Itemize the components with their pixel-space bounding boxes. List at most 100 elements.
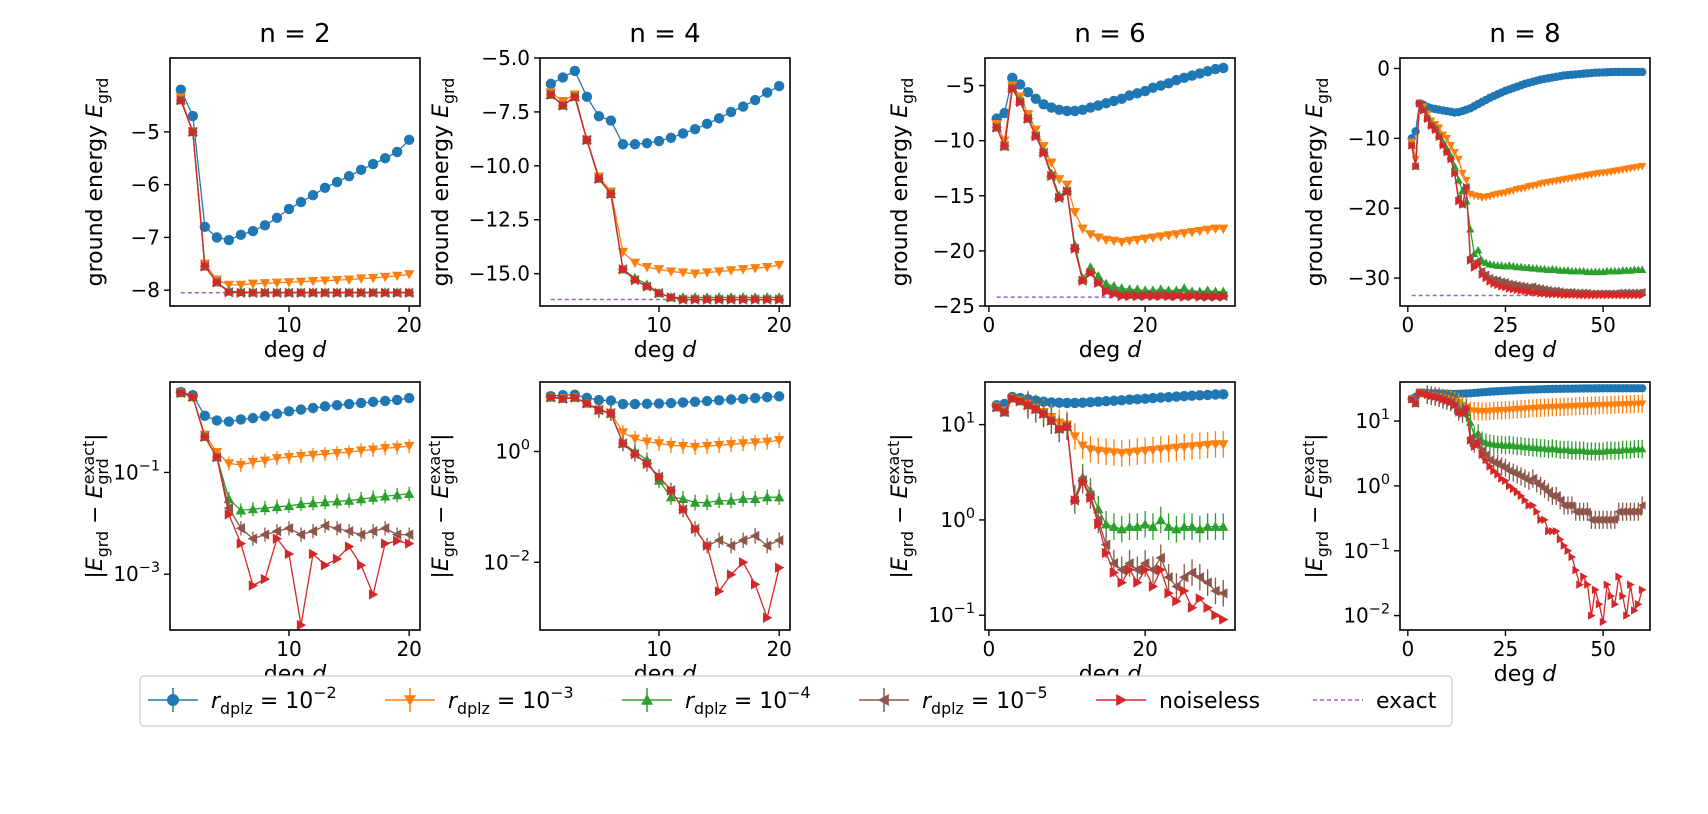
- x-axis-label: deg d: [1494, 662, 1557, 687]
- data-point: [1622, 507, 1630, 516]
- y-tick-label: −10.0: [469, 154, 530, 178]
- panel-n6-energy: 0 20 −25 −20 −15 −10 −5 deg d ground energy Egrd…: [888, 19, 1236, 363]
- data-point: [1116, 564, 1126, 575]
- data-point: [199, 410, 211, 421]
- data-point: [749, 392, 761, 404]
- data-point: [1610, 515, 1619, 525]
- data-point: [1046, 158, 1057, 168]
- data-point: [1093, 100, 1104, 111]
- data-point: [271, 408, 283, 420]
- data-point: [1607, 591, 1616, 601]
- data-point: [1116, 523, 1127, 534]
- data-point: [356, 560, 367, 571]
- data-point: [1085, 445, 1096, 455]
- data-point: [235, 280, 247, 291]
- data-point: [1015, 96, 1026, 108]
- data-point: [1179, 521, 1190, 531]
- data-point: [1179, 572, 1189, 583]
- data-point: [630, 274, 641, 286]
- data-point: [1533, 288, 1541, 297]
- data-point: [295, 196, 307, 208]
- data-point: [1595, 290, 1604, 300]
- data-point: [223, 459, 235, 469]
- data-point: [295, 498, 307, 509]
- data-point: [393, 287, 403, 299]
- data-point: [1055, 423, 1065, 435]
- data-point: [259, 279, 271, 289]
- data-point: [1463, 404, 1471, 413]
- data-point: [296, 619, 307, 630]
- data-point: [773, 535, 784, 546]
- data-point: [1108, 521, 1120, 531]
- data-point: [1588, 290, 1596, 300]
- data-point: [1443, 148, 1452, 157]
- data-point: [1506, 481, 1514, 491]
- data-point: [737, 439, 749, 449]
- data-point: [702, 540, 713, 551]
- data-point: [665, 267, 677, 277]
- data-point: [1023, 113, 1034, 124]
- data-point: [1603, 290, 1612, 300]
- data-point: [1202, 389, 1213, 401]
- axes-frame: [169, 381, 421, 631]
- series-r1e-3: [545, 392, 785, 455]
- data-point: [1591, 515, 1599, 525]
- plot-area: [545, 65, 785, 305]
- data-point: [1132, 88, 1143, 99]
- x-tick-label: 10: [646, 637, 671, 661]
- legend: rdplz = 10−2 rdplz = 10−3 rdplz = 10−4 rdpl…: [139, 675, 1453, 727]
- data-point: [749, 438, 761, 448]
- y-tick-label: 100: [1355, 472, 1390, 498]
- series-line-noiseless: [550, 396, 780, 620]
- data-point: [749, 264, 761, 274]
- series-r1e-3: [991, 81, 1229, 248]
- data-point: [271, 526, 282, 537]
- data-point: [1423, 114, 1432, 123]
- y-tick-label: −6: [131, 173, 160, 197]
- data-point: [331, 496, 343, 506]
- data-point: [1124, 394, 1135, 405]
- axes-frame: [1399, 381, 1651, 631]
- data-point: [1078, 275, 1088, 286]
- data-point: [1560, 541, 1569, 550]
- y-tick-label: −5: [946, 74, 975, 98]
- data-point: [1533, 507, 1541, 516]
- data-point: [1545, 527, 1553, 536]
- data-point: [1139, 558, 1150, 569]
- data-point: [1100, 396, 1112, 407]
- data-point: [999, 107, 1010, 119]
- data-point: [1094, 277, 1104, 289]
- series-r1e-4: [545, 392, 785, 511]
- data-point: [391, 529, 402, 540]
- data-point: [545, 78, 557, 90]
- data-point: [654, 471, 665, 482]
- data-point: [356, 287, 367, 299]
- data-point: [379, 395, 391, 407]
- data-point: [629, 398, 641, 410]
- data-point: [1599, 290, 1608, 300]
- data-point: [1163, 391, 1174, 403]
- data-point: [1124, 90, 1135, 101]
- y-tick-label: −12.5: [469, 208, 530, 232]
- data-point: [1211, 610, 1221, 621]
- data-point: [283, 452, 295, 463]
- data-point: [259, 529, 270, 540]
- data-point: [1412, 162, 1420, 171]
- data-point: [1008, 83, 1018, 95]
- y-axis-label: ground energy Egrd: [429, 78, 458, 287]
- data-point: [1093, 271, 1104, 281]
- data-point: [1634, 599, 1643, 609]
- series-r1e-2: [545, 65, 785, 150]
- data-point: [1219, 614, 1229, 625]
- data-point: [1431, 392, 1440, 401]
- series-line-r1e-5: [180, 99, 410, 294]
- data-point: [1195, 291, 1206, 302]
- series-line-r1e-4: [550, 396, 780, 504]
- data-point: [319, 276, 331, 286]
- y-tick-label: 10−1: [928, 601, 975, 627]
- data-point: [618, 438, 629, 449]
- data-point: [247, 412, 259, 424]
- data-point: [1093, 396, 1104, 407]
- data-point: [1552, 527, 1561, 536]
